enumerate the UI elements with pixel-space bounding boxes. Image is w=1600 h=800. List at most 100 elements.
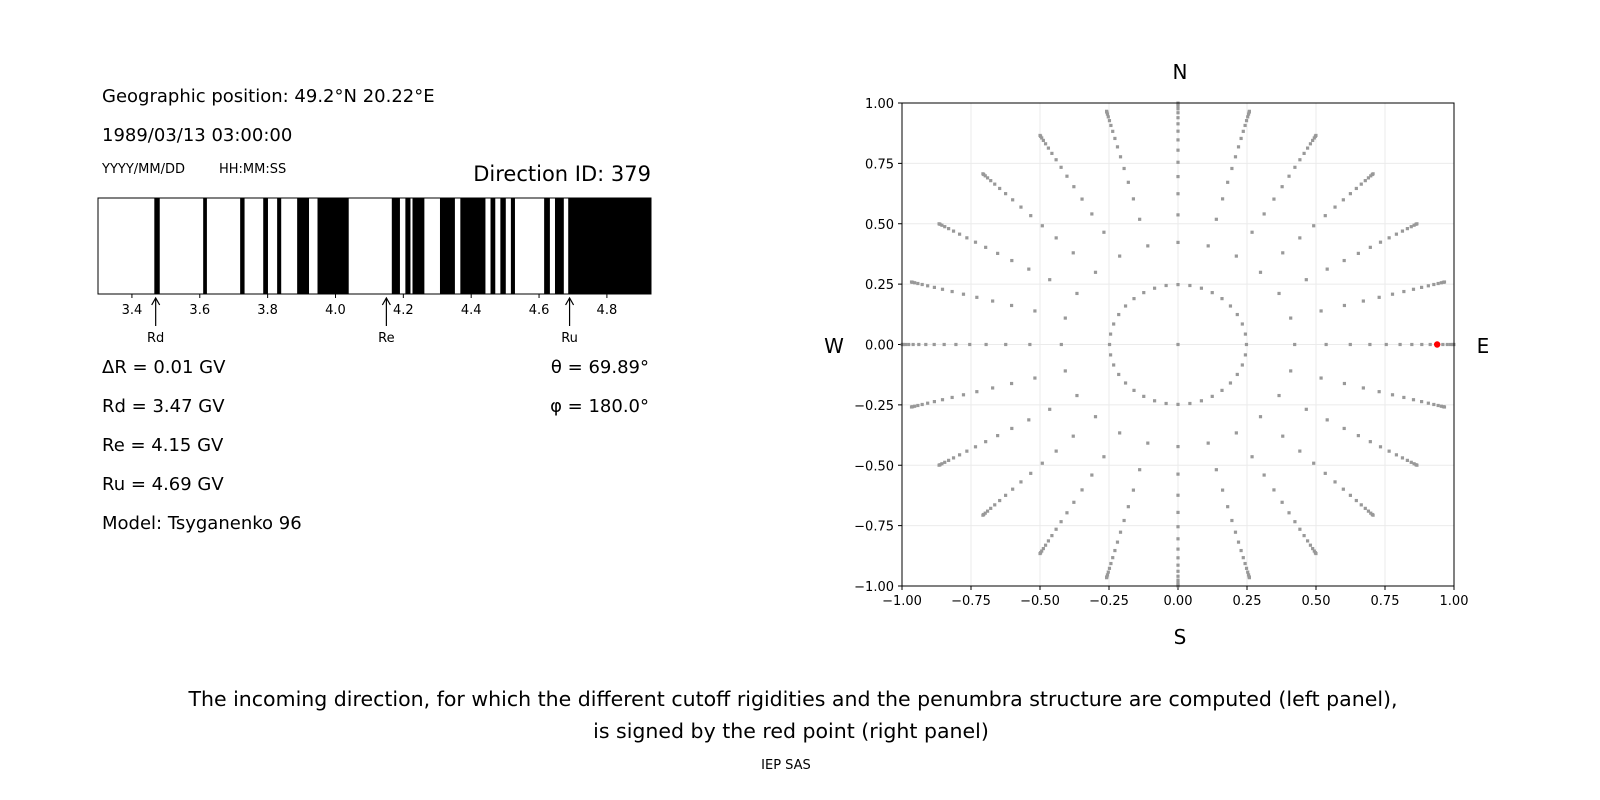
grid-point xyxy=(1426,284,1430,288)
grid-point xyxy=(1004,192,1008,196)
grid-point xyxy=(1277,393,1281,398)
grid-point xyxy=(1117,312,1121,317)
grid-point xyxy=(932,285,936,289)
grid-point xyxy=(911,342,915,347)
grid-point xyxy=(991,299,995,303)
grid-point xyxy=(1324,342,1328,347)
x-tick-label: 0.00 xyxy=(1164,594,1193,609)
grid-point xyxy=(932,342,936,347)
grid-point xyxy=(1341,198,1345,202)
compass-north: N xyxy=(1173,60,1188,84)
grid-point xyxy=(1405,227,1409,231)
grid-point xyxy=(1226,180,1230,184)
grid-point xyxy=(1247,109,1251,113)
grid-point xyxy=(1214,217,1218,221)
grid-point xyxy=(1188,283,1192,288)
grid-point xyxy=(1262,212,1266,216)
compass-south: S xyxy=(1174,625,1187,649)
grid-point xyxy=(1176,122,1180,126)
selected-direction-point xyxy=(1433,341,1441,348)
theta-value: θ = 69.89° xyxy=(551,357,649,378)
grid-point xyxy=(943,225,947,229)
grid-point xyxy=(1105,576,1109,580)
grid-point xyxy=(1220,388,1224,392)
grid-point xyxy=(1152,399,1157,403)
grid-point xyxy=(1363,506,1367,510)
grid-point xyxy=(1342,258,1346,263)
grid-point xyxy=(1442,405,1447,409)
grid-point xyxy=(1214,468,1218,472)
grid-point xyxy=(1176,563,1180,567)
grid-point xyxy=(1071,434,1075,438)
grid-point xyxy=(1378,445,1383,449)
grid-point xyxy=(1241,129,1245,133)
grid-point xyxy=(1325,418,1329,422)
forbidden-band xyxy=(500,198,506,294)
grid-point xyxy=(1164,401,1168,406)
x-tick-label: −1.00 xyxy=(882,594,922,609)
grid-point xyxy=(1243,123,1247,128)
grid-point xyxy=(1426,401,1430,405)
grid-point xyxy=(1117,372,1121,377)
grid-point xyxy=(1126,505,1130,509)
grid-point xyxy=(1118,155,1123,159)
grid-point xyxy=(1298,158,1302,162)
grid-point xyxy=(1142,394,1146,398)
grid-point xyxy=(1394,453,1399,457)
grid-point xyxy=(1107,342,1112,347)
forbidden-band xyxy=(297,198,310,294)
grid-point xyxy=(968,342,972,347)
grid-point xyxy=(1065,511,1069,515)
grid-point xyxy=(1441,342,1445,347)
grid-point xyxy=(1176,444,1180,449)
grid-point xyxy=(1065,174,1069,178)
grid-point xyxy=(1436,403,1440,408)
marker-label-rd: Rd xyxy=(147,331,164,346)
grid-point xyxy=(1206,441,1210,445)
phi-value: φ = 180.0° xyxy=(550,396,649,417)
x-tick-label: 0.50 xyxy=(1302,594,1331,609)
grid-point xyxy=(1342,381,1347,386)
grid-point xyxy=(1415,463,1419,467)
x-tick-label: 0.75 xyxy=(1371,594,1400,609)
forbidden-band xyxy=(317,198,349,294)
grid-point xyxy=(1233,530,1238,534)
grid-point xyxy=(1398,342,1402,347)
grid-point xyxy=(1277,291,1281,296)
grid-point xyxy=(1206,244,1210,248)
grid-point xyxy=(1272,488,1276,492)
grid-point xyxy=(1123,304,1128,308)
grid-point xyxy=(1118,254,1122,258)
grid-point xyxy=(1118,431,1122,435)
grid-point xyxy=(951,229,956,233)
grid-point xyxy=(961,292,966,296)
grid-point xyxy=(1439,404,1443,408)
grid-point xyxy=(1048,407,1052,411)
grid-point xyxy=(1226,505,1230,509)
grid-point xyxy=(1111,556,1115,560)
compass-west: W xyxy=(824,334,844,358)
grid-point xyxy=(1439,281,1443,285)
grid-point xyxy=(981,513,985,517)
grid-point xyxy=(1220,488,1225,492)
grid-point xyxy=(1377,295,1381,299)
direction-map: −1.00−1.00 −0.75 −0.75 −0.50 −0.50 −0.25 −0.25… xyxy=(854,97,1468,609)
grid-point xyxy=(1298,527,1302,531)
grid-point xyxy=(951,456,956,460)
grid-point xyxy=(996,434,1000,438)
grid-point xyxy=(1038,133,1042,138)
grid-point xyxy=(1262,473,1266,477)
caption-line-1: The incoming direction, for which the di… xyxy=(187,687,1397,711)
grid-point xyxy=(1038,551,1042,556)
grid-point xyxy=(1243,332,1248,336)
grid-point xyxy=(957,453,962,457)
grid-point xyxy=(1240,322,1244,326)
grid-point xyxy=(1010,258,1014,263)
grid-point xyxy=(1368,342,1372,347)
grid-point xyxy=(1359,182,1363,186)
grid-point xyxy=(1072,185,1076,189)
grid-point xyxy=(1054,527,1058,531)
marker-label-ru: Ru xyxy=(561,331,578,346)
grid-point xyxy=(1359,503,1363,507)
